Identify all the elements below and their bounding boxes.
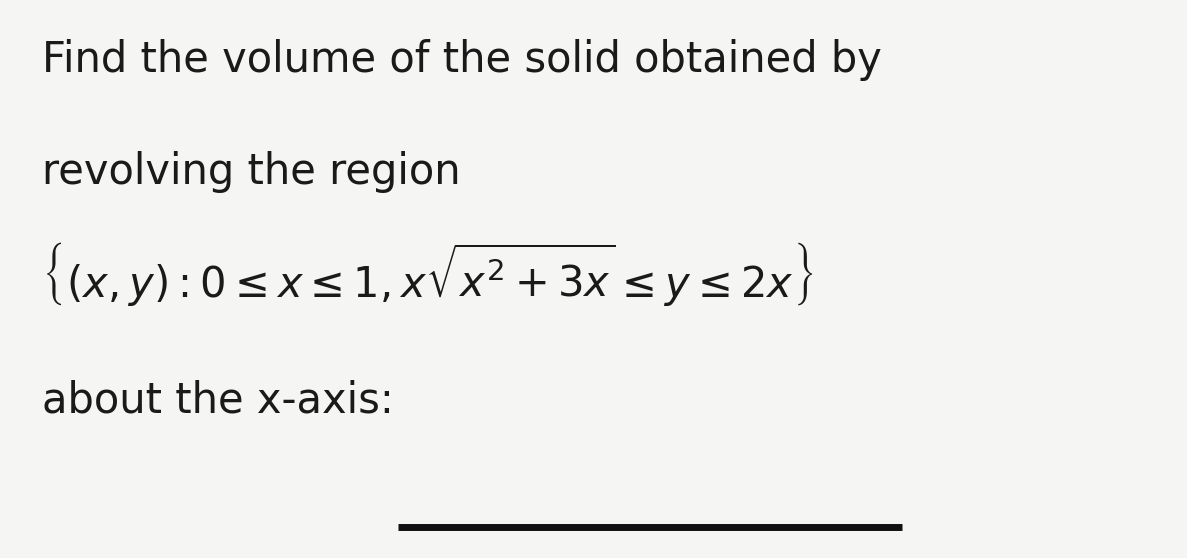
Text: revolving the region: revolving the region [42,151,461,193]
Text: $\left\{(x,y): 0 \leq x \leq 1, x\sqrt{x^2 + 3x} \leq y \leq 2x\right\}$: $\left\{(x,y): 0 \leq x \leq 1, x\sqrt{x… [42,240,813,308]
Text: about the x-axis:: about the x-axis: [42,379,393,421]
Text: Find the volume of the solid obtained by: Find the volume of the solid obtained by [42,39,882,81]
